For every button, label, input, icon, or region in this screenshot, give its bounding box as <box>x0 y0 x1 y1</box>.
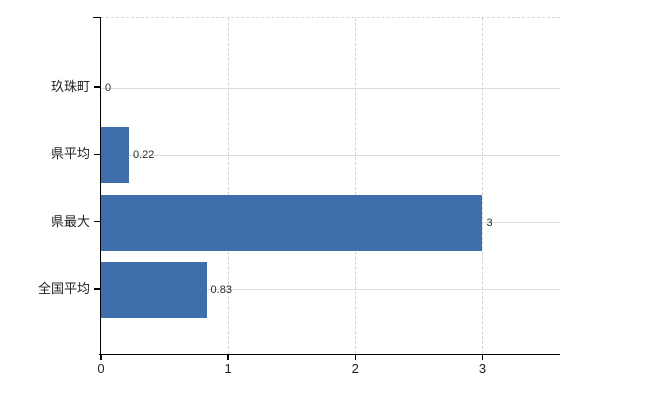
category-label: 全国平均 <box>37 280 90 296</box>
x-axis-line <box>99 353 560 356</box>
bar-value-label: 0.83 <box>210 283 232 296</box>
bar <box>101 194 483 251</box>
bar <box>101 127 129 184</box>
y-tick <box>94 86 100 88</box>
y-axis-line <box>99 17 102 355</box>
y-tick <box>94 288 100 290</box>
h-gridline <box>101 87 560 89</box>
plot-area: 0 0.22 3 0.83 <box>101 17 560 354</box>
x-tick-label: 1 <box>224 361 232 376</box>
bar <box>101 261 207 318</box>
x-tick <box>354 354 357 360</box>
bar-value-label: 0.22 <box>132 149 155 162</box>
y-axis-top-cap-tick <box>93 16 100 18</box>
category-label: 県平均 <box>50 146 90 162</box>
bar-value-label: 0 <box>105 82 112 94</box>
h-gridline <box>101 289 560 291</box>
x-tick-label: 3 <box>478 361 487 376</box>
y-tick <box>94 153 100 156</box>
v-gridline <box>354 18 356 354</box>
x-tick <box>100 354 102 360</box>
v-gridline <box>227 18 229 354</box>
x-tick <box>227 354 229 360</box>
bar-value-label: 3 <box>486 216 493 229</box>
h-gridline <box>101 154 560 156</box>
x-tick <box>481 354 484 360</box>
y-tick <box>94 220 100 223</box>
category-label: 玖珠町 <box>50 79 90 94</box>
v-gridline <box>481 18 483 354</box>
x-tick-label: 2 <box>351 361 359 376</box>
category-label: 県最大 <box>50 213 90 229</box>
x-tick-label: 0 <box>97 361 105 376</box>
